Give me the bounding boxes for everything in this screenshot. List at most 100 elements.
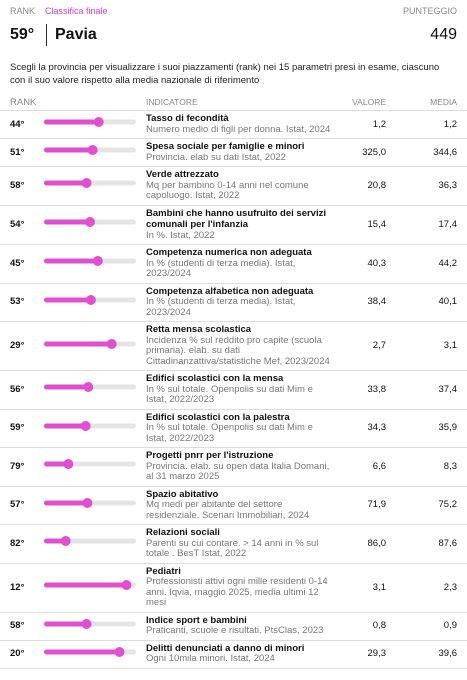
column-header: MEDIA bbox=[430, 97, 457, 107]
indicator-source: Professionisti attivi ogni mille residen… bbox=[146, 576, 328, 608]
bar-fill bbox=[44, 297, 91, 303]
average: 3,1 bbox=[443, 340, 457, 351]
indicator: Progetti pnrr per l'istruzione Provincia.… bbox=[146, 450, 336, 483]
table-row: 82° Relazioni sociali Parenti su cui conta… bbox=[0, 525, 467, 564]
indicator-source: In % sul totale. Openpolis su dati Mim e… bbox=[146, 383, 313, 405]
rank-bar bbox=[44, 420, 136, 431]
indicator-title: Tasso di fecondità bbox=[146, 113, 229, 124]
average: 0,9 bbox=[443, 620, 457, 631]
indicator: Relazioni sociali Parenti su cui contare.… bbox=[146, 527, 336, 560]
description: Scegli la provincia per visualizzare i s… bbox=[10, 62, 440, 86]
value: 40,3 bbox=[367, 257, 387, 269]
rank: 53° bbox=[10, 296, 25, 308]
indicator-source: Ogni 10mila minori. Istat, 2024 bbox=[146, 653, 275, 664]
value: 34,3 bbox=[367, 422, 387, 434]
table-row: 57° Spazio abitativo Mq medi per abitante … bbox=[0, 487, 467, 525]
rank-bar bbox=[44, 618, 136, 629]
table-row: 53° Competenza alfabetica non adeguata In … bbox=[0, 284, 467, 322]
rank-bar-cell bbox=[40, 143, 146, 161]
indicator-title: Competenza alfabetica non adeguata bbox=[146, 285, 314, 297]
value: 71,9 bbox=[367, 499, 387, 511]
value: 15,4 bbox=[367, 218, 387, 230]
average: 37,4 bbox=[438, 383, 458, 395]
column-header: RANK bbox=[10, 97, 37, 108]
value: 33,8 bbox=[367, 383, 387, 395]
column-header: VALORE bbox=[352, 97, 386, 107]
indicator-title: Edifici scolastici con la palestra bbox=[146, 411, 290, 423]
rank: 59° bbox=[10, 26, 35, 43]
rank-bar-cell bbox=[40, 115, 146, 133]
indicator-title: Delitti denunciati a danno di minori bbox=[146, 642, 305, 654]
indicator-title: Relazioni sociali bbox=[146, 527, 220, 538]
indicator: Spesa sociale per famiglie e minori Provi… bbox=[146, 141, 336, 163]
rank-bar-cell bbox=[40, 617, 146, 635]
indicator-source: In %. Istat, 2022 bbox=[146, 229, 215, 241]
column-spacer bbox=[40, 97, 146, 108]
tab[interactable]: Classifica finale bbox=[45, 6, 108, 16]
table-row: 58° Indice sport e bambini Praticanti, scu… bbox=[0, 613, 467, 641]
bar-dot bbox=[85, 217, 95, 228]
bar-dot bbox=[63, 459, 74, 470]
rank-bar bbox=[44, 217, 136, 228]
rank-bar bbox=[44, 145, 136, 155]
value: 1,2 bbox=[372, 118, 386, 130]
table-row: 54° Bambini che hanno usufruito dei servi… bbox=[0, 206, 467, 245]
rank-bar bbox=[44, 178, 136, 189]
indicator: Competenza alfabetica non adeguata In % (… bbox=[146, 286, 336, 319]
indicator-source: In % sul totale. Openpolis su dati Mim e… bbox=[146, 422, 313, 444]
average: 8,3 bbox=[443, 460, 457, 472]
value: 3,1 bbox=[372, 581, 386, 593]
score: 449 bbox=[430, 26, 457, 43]
indicator-source: Praticanti, scuole e risultati. PtsClas,… bbox=[146, 625, 324, 636]
indicator: Verde attrezzato Mq per bambino 0-14 anni… bbox=[146, 169, 336, 202]
indicator-title: Progetti pnrr per l'istruzione bbox=[146, 450, 274, 461]
indicator: Tasso di fecondità Numero medio di figli … bbox=[146, 113, 336, 135]
indicator: Bambini che hanno usufruito dei servizi … bbox=[146, 208, 336, 242]
bar-dot bbox=[81, 178, 92, 189]
rank-bar bbox=[44, 338, 136, 349]
value: 325,0 bbox=[362, 146, 386, 158]
indicator-source: Provincia. elab. su open data Italia Dom… bbox=[146, 460, 330, 482]
table-row: 58° Verde attrezzato Mq per bambino 0-14 a… bbox=[0, 167, 467, 206]
province[interactable]: Pavia bbox=[55, 26, 97, 43]
rank-bar-cell bbox=[40, 293, 146, 311]
average: 35,9 bbox=[438, 422, 458, 434]
rank-bar-cell bbox=[40, 534, 146, 552]
table-row: 20° Delitti denunciati a danno di minori O… bbox=[0, 641, 467, 669]
table-row: 79° Progetti pnrr per l'istruzione Provinc… bbox=[0, 448, 467, 487]
indicator-title: Verde attrezzato bbox=[146, 169, 219, 180]
top-bar: RANK Classifica finale PUNTEGGIO bbox=[0, 0, 467, 16]
value: 38,4 bbox=[367, 296, 387, 308]
indicator: Edifici scolastici con la mensa In % sul … bbox=[146, 373, 336, 406]
indicator-source: Mq per bambino 0-14 anni nel comune capo… bbox=[146, 179, 309, 201]
average: 75,2 bbox=[438, 499, 458, 511]
indicator-source: Provincia. elab su dati Istat, 2022 bbox=[146, 151, 286, 163]
bar-dot bbox=[121, 580, 132, 590]
rank: 79° bbox=[10, 460, 25, 472]
bar-fill bbox=[44, 500, 88, 506]
indicator-source: Mq medi per abitante del settore residen… bbox=[146, 499, 310, 521]
rank-bar bbox=[44, 294, 136, 305]
bar-fill bbox=[44, 538, 66, 544]
bar-fill bbox=[44, 582, 127, 588]
bar-fill bbox=[44, 119, 99, 125]
average: 344,6 bbox=[433, 146, 457, 158]
average: 39,6 bbox=[438, 648, 458, 659]
bar-dot bbox=[82, 497, 93, 508]
bar-dot bbox=[93, 117, 104, 127]
indicator-source: In % (studenti di terza media). Istat, 2… bbox=[146, 257, 296, 279]
table-row: 29° Retta mensa scolastica Incidenza % sul… bbox=[0, 322, 467, 371]
indicator-source: Parenti su cui contare. > 14 anni in % s… bbox=[146, 537, 319, 559]
rank-bar-cell bbox=[40, 496, 146, 514]
value: 2,7 bbox=[372, 340, 386, 351]
rank: 57° bbox=[10, 499, 25, 511]
rank-bar bbox=[44, 459, 136, 470]
rank: 56° bbox=[10, 383, 25, 395]
indicator-title: Indice sport e bambini bbox=[146, 614, 247, 626]
rank-bar-cell bbox=[40, 457, 146, 475]
rank-bar bbox=[44, 256, 136, 267]
value: 6,6 bbox=[372, 460, 386, 472]
separator bbox=[46, 24, 47, 46]
average: 87,6 bbox=[438, 537, 458, 549]
bar-dot bbox=[80, 420, 91, 431]
